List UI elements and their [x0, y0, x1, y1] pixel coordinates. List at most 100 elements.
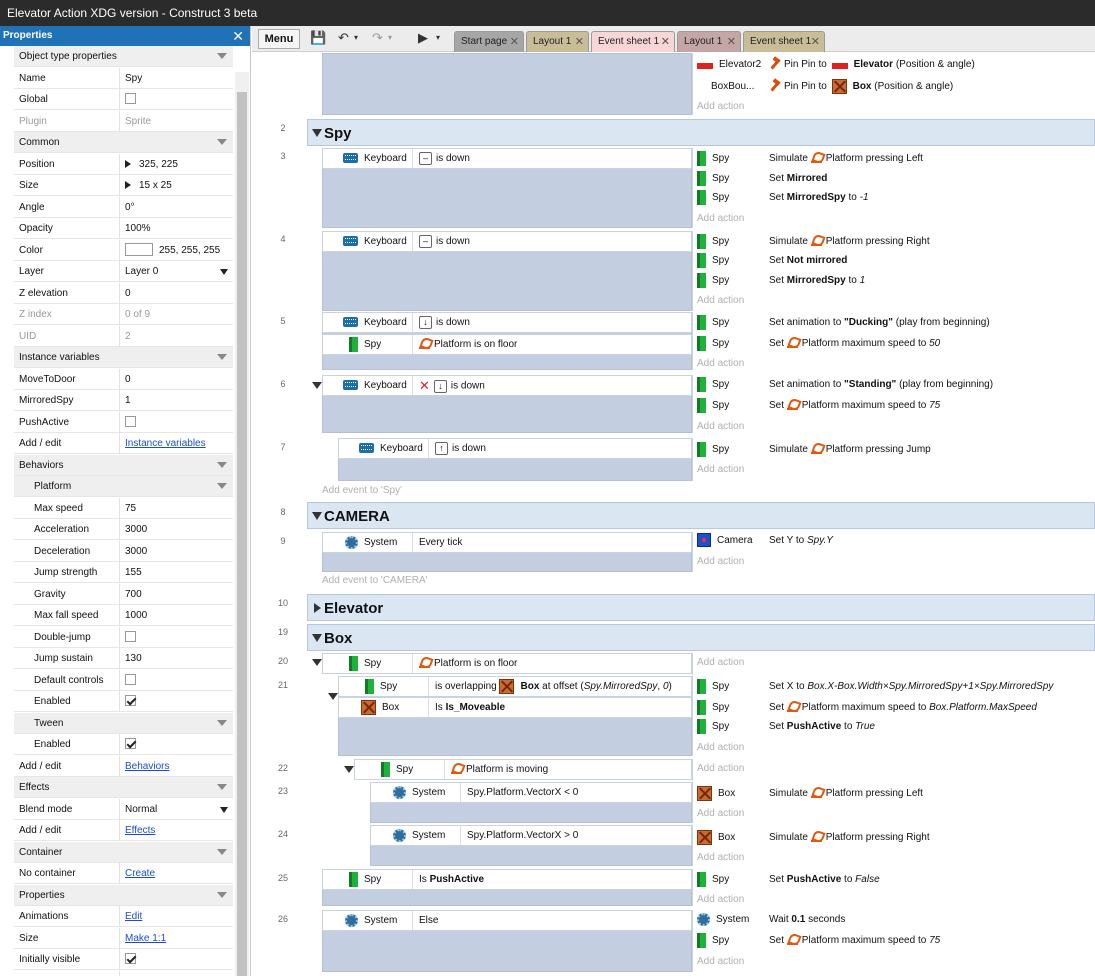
action-row[interactable]: Spy Set PushActive to False: [693, 870, 1095, 890]
property-row[interactable]: Name Spy: [14, 67, 233, 89]
dropdown-arrow-icon[interactable]: [220, 269, 228, 275]
action-row[interactable]: System Wait 0.1 seconds: [693, 910, 1095, 930]
property-row[interactable]: Initially visible: [14, 949, 233, 970]
property-link[interactable]: Instance variables: [125, 438, 206, 449]
property-row[interactable]: Global: [14, 89, 233, 110]
property-value[interactable]: 155: [119, 562, 233, 583]
property-value[interactable]: [119, 669, 233, 691]
property-row[interactable]: Opacity 100%: [14, 218, 233, 239]
action-row[interactable]: Spy Set X to Box.X-Box.Width×Spy.Mirrored…: [693, 677, 1095, 697]
action-row[interactable]: Box Simulate Platform pressing Right: [693, 828, 1095, 848]
play-dropdown-icon[interactable]: ▾: [436, 33, 441, 42]
property-link[interactable]: Effects: [125, 825, 156, 836]
tab-1[interactable]: Start page ✕: [454, 31, 524, 52]
property-value[interactable]: [119, 949, 233, 970]
property-value[interactable]: Create: [119, 863, 233, 884]
tab-close-icon[interactable]: ✕: [660, 36, 670, 48]
checkbox[interactable]: [125, 953, 136, 964]
property-row[interactable]: Blend mode Normal: [14, 798, 233, 820]
property-value[interactable]: Make 1:1: [119, 927, 233, 949]
property-row[interactable]: Enabled: [14, 691, 233, 712]
property-section[interactable]: Effects: [14, 777, 233, 798]
property-value[interactable]: 100%: [119, 218, 233, 239]
add-action-link[interactable]: Add action: [697, 464, 745, 475]
property-value[interactable]: 325, 225: [119, 153, 233, 175]
property-section[interactable]: Tween: [14, 712, 233, 734]
property-value[interactable]: Layer 0: [119, 261, 233, 282]
add-action-link[interactable]: Add action: [697, 295, 745, 306]
play-icon[interactable]: ▶: [418, 30, 428, 45]
property-value[interactable]: Standing: [119, 970, 233, 976]
tab-close-icon[interactable]: ✕: [810, 36, 820, 48]
section-collapse-icon[interactable]: [217, 53, 227, 59]
property-value[interactable]: 15 x 25: [119, 175, 233, 196]
condition-keyboard-up[interactable]: Keyboard ↑ is down: [338, 438, 692, 459]
condition-platform-moving[interactable]: Spy Platform is moving: [354, 759, 692, 780]
tab-5[interactable]: Event sheet 1 ✕: [743, 31, 825, 52]
property-value[interactable]: [119, 89, 233, 110]
redo-icon[interactable]: ↷: [372, 30, 383, 45]
action-row[interactable]: Spy Set MirroredSpy to 1: [693, 271, 1095, 291]
property-section[interactable]: Common: [14, 132, 233, 153]
action-row[interactable]: Spy Set Platform maximum speed to 50: [693, 334, 1095, 354]
tab-close-icon[interactable]: ✕: [574, 36, 584, 48]
section-collapse-icon[interactable]: [217, 354, 227, 360]
property-value[interactable]: 1: [119, 390, 233, 411]
expand-icon[interactable]: [328, 693, 338, 700]
expand-icon[interactable]: [312, 382, 322, 389]
property-row[interactable]: PushActive: [14, 411, 233, 433]
property-value[interactable]: 130: [119, 648, 233, 669]
scrollbar-thumb[interactable]: [237, 92, 247, 976]
action-row[interactable]: Spy Set Not mirrored: [693, 251, 1095, 271]
collapse-icon[interactable]: [312, 512, 322, 520]
property-row[interactable]: Plugin Sprite: [14, 110, 233, 132]
add-action-link[interactable]: Add action: [697, 852, 745, 863]
condition-keyboard-down[interactable]: Keyboard ↓ is down: [322, 312, 692, 333]
property-value[interactable]: 0: [119, 282, 233, 304]
property-row[interactable]: Gravity 700: [14, 583, 233, 605]
action-row[interactable]: Spy Set Platform maximum speed to 75: [693, 396, 1095, 416]
property-link[interactable]: Behaviors: [125, 760, 170, 772]
property-value[interactable]: [119, 691, 233, 712]
add-action-link[interactable]: Add action: [697, 742, 745, 753]
property-value[interactable]: Effects: [119, 820, 233, 841]
property-row[interactable]: Double-jump: [14, 626, 233, 648]
section-collapse-icon[interactable]: [217, 848, 227, 855]
property-row[interactable]: Add / edit Instance variables: [14, 433, 233, 454]
action-row[interactable]: Spy Set Platform maximum speed to Box.Pla…: [693, 698, 1095, 718]
property-value[interactable]: [119, 734, 233, 755]
action-row[interactable]: Spy Set MirroredSpy to -1: [693, 188, 1095, 208]
property-row[interactable]: Z index 0 of 9: [14, 304, 233, 325]
property-row[interactable]: Position 325, 225: [14, 153, 233, 175]
add-action-link[interactable]: Add action: [697, 556, 745, 567]
tab-close-icon[interactable]: ✕: [509, 36, 519, 48]
add-action-link[interactable]: Add action: [697, 657, 745, 668]
property-value[interactable]: 1000: [119, 605, 233, 626]
property-row[interactable]: MoveToDoor 0: [14, 368, 233, 390]
property-value[interactable]: Spy: [119, 67, 233, 89]
property-value[interactable]: Behaviors: [119, 755, 233, 777]
add-action-link[interactable]: Add action: [697, 894, 745, 905]
group-camera[interactable]: CAMERA: [307, 502, 1095, 529]
property-value[interactable]: 0: [119, 368, 233, 390]
collapse-icon[interactable]: [312, 634, 322, 642]
expand-arrow-icon[interactable]: [125, 159, 131, 168]
property-value[interactable]: Edit: [119, 906, 233, 927]
section-collapse-icon[interactable]: [217, 784, 227, 790]
property-value[interactable]: 3000: [119, 519, 233, 540]
expand-icon[interactable]: [314, 603, 321, 613]
property-value[interactable]: 700: [119, 583, 233, 605]
property-section[interactable]: Instance variables: [14, 347, 233, 368]
action-row[interactable]: Spy Set animation to "Ducking" (play from…: [693, 313, 1095, 333]
property-row[interactable]: Color 255, 255, 255: [14, 239, 233, 261]
add-action-link[interactable]: Add action: [697, 763, 745, 774]
property-row[interactable]: Max speed 75: [14, 497, 233, 519]
action-row[interactable]: Spy Set PushActive to True: [693, 717, 1095, 737]
group-box[interactable]: Box: [307, 624, 1095, 651]
property-row[interactable]: MirroredSpy 1: [14, 390, 233, 411]
menu-button[interactable]: Menu: [258, 29, 300, 49]
property-row[interactable]: Add / edit Effects: [14, 820, 233, 841]
tab-2[interactable]: Layout 1 ✕: [526, 31, 589, 52]
close-icon[interactable]: ✕: [232, 28, 244, 44]
expand-arrow-icon[interactable]: [125, 181, 131, 190]
